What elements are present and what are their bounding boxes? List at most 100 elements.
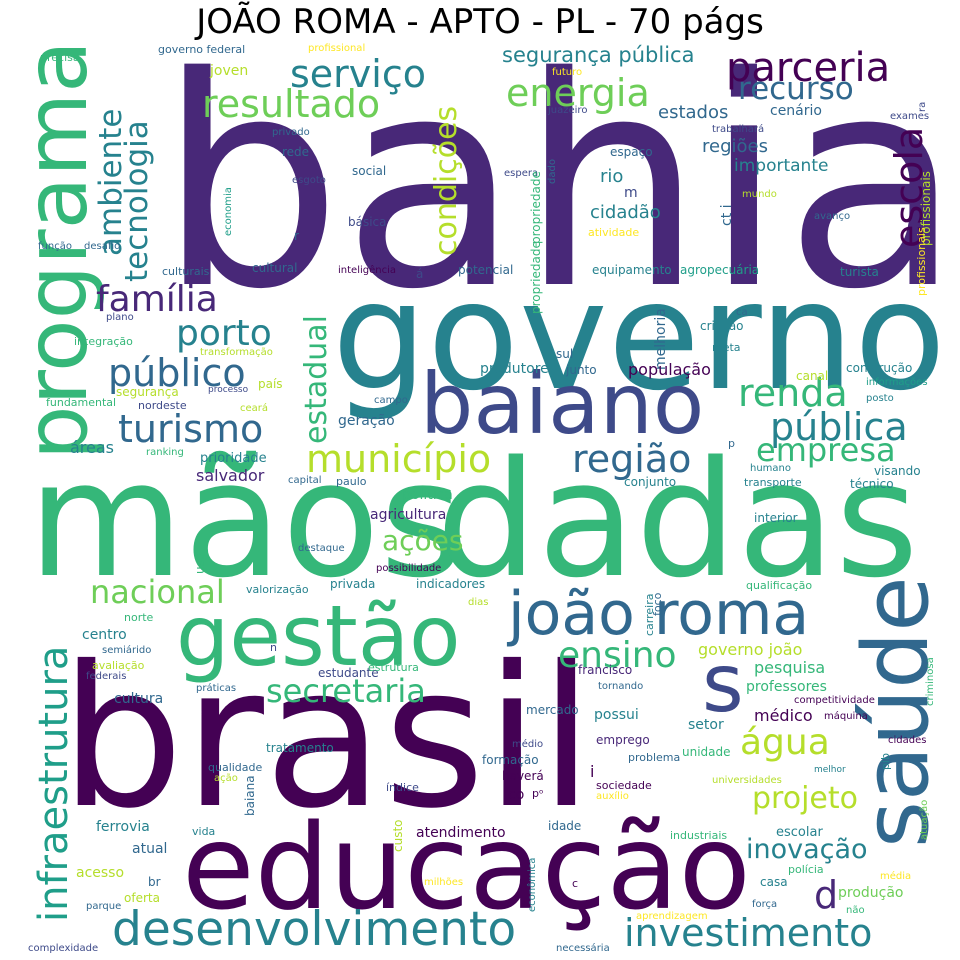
word: produtores: [480, 361, 557, 377]
word: milhões: [424, 877, 464, 888]
word: práticas: [196, 683, 237, 694]
word: ações: [382, 524, 464, 557]
word: semiárido: [102, 645, 152, 656]
word: possibilidade: [376, 563, 442, 574]
word: joven: [210, 63, 249, 79]
word: governo federal: [158, 43, 246, 56]
word: i: [590, 762, 595, 781]
word: unidade: [682, 745, 731, 759]
word: parceria: [726, 45, 891, 91]
word: transporte: [744, 476, 802, 489]
word: sociedade: [596, 779, 652, 792]
word: educação: [182, 798, 751, 936]
word: serviço: [290, 52, 426, 96]
word: culturais: [162, 265, 210, 278]
word: ensino: [558, 635, 677, 676]
word: brasil: [60, 624, 594, 851]
word: universidades: [712, 775, 782, 786]
word: propriedade: [529, 171, 543, 244]
word: juazeiro: [548, 105, 588, 116]
word: médico: [754, 706, 813, 725]
word: indicadores: [416, 577, 486, 591]
word: transformação: [200, 347, 273, 358]
word: ra: [917, 101, 928, 112]
word: d: [814, 873, 839, 917]
word: s: [702, 637, 744, 730]
word: m: [624, 185, 638, 201]
word: cenário: [770, 103, 822, 119]
word: mercado: [526, 703, 579, 717]
word: infraestrutura: [31, 645, 77, 922]
word: n: [270, 641, 277, 654]
word: público: [108, 351, 246, 395]
word: região: [572, 437, 692, 481]
word: problema: [628, 751, 681, 764]
word: exames: [890, 111, 930, 122]
word: c: [572, 877, 579, 890]
word: cidadão: [590, 202, 661, 223]
word: parque: [86, 901, 122, 912]
word: inteligência: [338, 265, 396, 276]
word: criação: [700, 319, 744, 333]
word: pública: [770, 405, 908, 449]
word: áreas: [70, 438, 115, 457]
word: rede: [282, 145, 310, 159]
word: destaque: [298, 543, 345, 554]
word: interior: [754, 511, 798, 525]
word: dadas: [436, 426, 919, 613]
word: junto: [566, 363, 597, 377]
word: dias: [468, 597, 489, 608]
word: porto: [176, 313, 272, 354]
word: econômica: [527, 857, 538, 912]
word: centro: [82, 627, 127, 643]
word: formação: [482, 753, 539, 767]
word: custo: [391, 819, 405, 852]
word: professores: [746, 679, 827, 695]
word: nacional: [90, 573, 225, 611]
word: r: [294, 229, 299, 243]
word: regiões: [702, 136, 768, 157]
word: ct i: [719, 204, 735, 226]
word: pᵒ: [532, 787, 544, 800]
word: empresa: [756, 431, 896, 469]
word: idade: [548, 819, 582, 833]
word: necessária: [556, 943, 610, 954]
word: dado: [547, 159, 558, 184]
word: casa: [760, 875, 788, 889]
word: conjunto: [624, 475, 677, 489]
word: prioridade: [200, 451, 267, 466]
word: atuação: [919, 799, 930, 840]
word: condições: [429, 105, 464, 256]
word: fundamental: [46, 396, 117, 409]
word: avaliação: [92, 659, 145, 672]
word: equipamento: [592, 263, 672, 277]
word: segurança pública: [502, 43, 695, 67]
word: índice: [386, 781, 419, 794]
word: economia: [223, 187, 234, 236]
word: mãos: [28, 426, 464, 613]
word: média: [880, 871, 912, 882]
word: posto: [866, 393, 894, 404]
word: população: [628, 360, 711, 379]
word: importante: [734, 156, 829, 176]
word: estudante: [318, 666, 379, 680]
word: gestão: [176, 587, 461, 685]
word: valorização: [246, 583, 309, 596]
word: haverá: [502, 769, 544, 783]
word: secretaria: [266, 672, 426, 710]
word: família: [96, 279, 218, 320]
word: escolar: [776, 825, 823, 840]
word: profissional: [308, 43, 366, 54]
word: avanço: [814, 211, 851, 222]
word: produção: [838, 885, 904, 901]
word: co: [508, 787, 525, 803]
word: agricultura: [370, 507, 447, 523]
word: meta: [712, 341, 741, 354]
word: plano: [106, 312, 134, 323]
word: espera: [504, 168, 539, 179]
word: norte: [124, 611, 154, 624]
word: francisco: [578, 663, 633, 677]
word: futuro: [552, 67, 583, 78]
word: pesquisa: [754, 658, 826, 677]
